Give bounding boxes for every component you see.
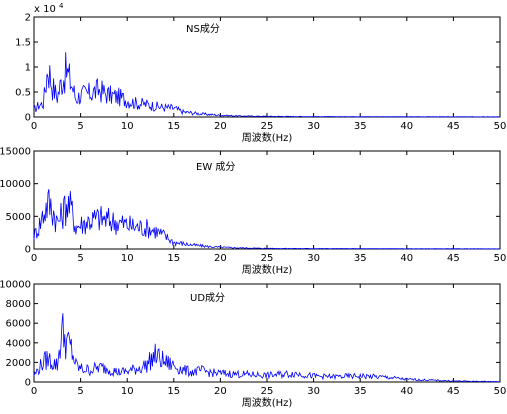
x-tick-label: 10 bbox=[121, 386, 134, 397]
axes-box bbox=[33, 283, 501, 383]
x-tick-label: 10 bbox=[121, 253, 134, 264]
x-tick-label: 0 bbox=[31, 121, 37, 132]
series-line bbox=[33, 313, 501, 383]
y-tick-label: 8000 bbox=[6, 299, 31, 310]
x-tick-label: 35 bbox=[354, 253, 367, 264]
x-axis-label: 周波数(Hz) bbox=[242, 396, 293, 409]
y-tick-label: 2 bbox=[25, 13, 31, 24]
y-tick-label: 10000 bbox=[0, 280, 31, 291]
y-tick-label: 0 bbox=[25, 378, 31, 389]
x-tick-label: 15 bbox=[167, 121, 180, 132]
y-tick-label: 1 bbox=[25, 63, 31, 74]
x-tick-label: 25 bbox=[261, 386, 274, 397]
x-tick-label: 20 bbox=[214, 121, 227, 132]
y-tick-label: 0 bbox=[25, 245, 31, 256]
x-tick-label: 35 bbox=[354, 121, 367, 132]
x-tick-label: 20 bbox=[214, 386, 227, 397]
x-tick-label: 5 bbox=[77, 253, 83, 264]
x-axis-label: 周波数(Hz) bbox=[242, 263, 293, 276]
axes-box bbox=[33, 16, 501, 118]
y-tick-label: 1.5 bbox=[15, 38, 31, 49]
x-tick-label: 20 bbox=[214, 253, 227, 264]
subplot-1: 0 5 10 15 20 25 30 35 40 45 50 0 0.5 1 1.5 2x 10 4 NS成分周波… bbox=[15, 2, 506, 144]
y-tick-label: 6000 bbox=[6, 319, 31, 330]
series-line bbox=[33, 52, 500, 118]
x-tick-label: 45 bbox=[447, 386, 460, 397]
x-tick-label: 30 bbox=[307, 386, 320, 397]
x-tick-label: 40 bbox=[400, 253, 413, 264]
x-tick-label: 25 bbox=[261, 253, 274, 264]
y-tick-label: 15000 bbox=[0, 147, 31, 158]
x-tick-label: 40 bbox=[400, 121, 413, 132]
x-tick-label: 30 bbox=[307, 121, 320, 132]
subplot-2: 0 5 10 15 20 25 30 35 40 45 50 0 5000 10000 15000 EW 成分… bbox=[0, 147, 506, 277]
y-tick-label: 2000 bbox=[6, 358, 31, 369]
y-exponent-base: x 10 bbox=[34, 4, 56, 15]
x-tick-label: 30 bbox=[307, 253, 320, 264]
subplot-title: EW 成分 bbox=[196, 161, 235, 173]
y-tick-label: 5000 bbox=[6, 212, 31, 223]
x-tick-label: 45 bbox=[447, 253, 460, 264]
x-tick-label: 35 bbox=[354, 386, 367, 397]
series-line bbox=[33, 189, 501, 250]
x-axis-label: 周波数(Hz) bbox=[242, 131, 293, 144]
x-tick-label: 15 bbox=[167, 386, 180, 397]
x-tick-label: 0 bbox=[31, 386, 37, 397]
x-tick-label: 15 bbox=[167, 253, 180, 264]
subplot-title: UD成分 bbox=[190, 292, 225, 304]
subplot-title: NS成分 bbox=[186, 23, 220, 35]
x-tick-label: 40 bbox=[400, 386, 413, 397]
x-tick-label: 5 bbox=[77, 121, 83, 132]
y-tick-label: 0 bbox=[25, 113, 31, 124]
x-tick-label: 50 bbox=[494, 253, 507, 264]
subplot-3: 0 5 10 15 20 25 30 35 40 45 50 0 2000 4000 6000 8000 100… bbox=[0, 280, 506, 410]
x-tick-label: 50 bbox=[494, 121, 507, 132]
x-tick-label: 45 bbox=[447, 121, 460, 132]
x-tick-label: 10 bbox=[121, 121, 134, 132]
y-tick-label: 0.5 bbox=[15, 88, 31, 99]
x-tick-label: 25 bbox=[261, 121, 274, 132]
x-tick-label: 0 bbox=[31, 253, 37, 264]
axes-box bbox=[33, 150, 501, 250]
x-tick-label: 50 bbox=[494, 386, 507, 397]
x-tick-label: 5 bbox=[77, 386, 83, 397]
y-exponent-power: 4 bbox=[59, 2, 64, 10]
y-tick-label: 10000 bbox=[0, 179, 31, 190]
y-tick-label: 4000 bbox=[6, 338, 31, 349]
